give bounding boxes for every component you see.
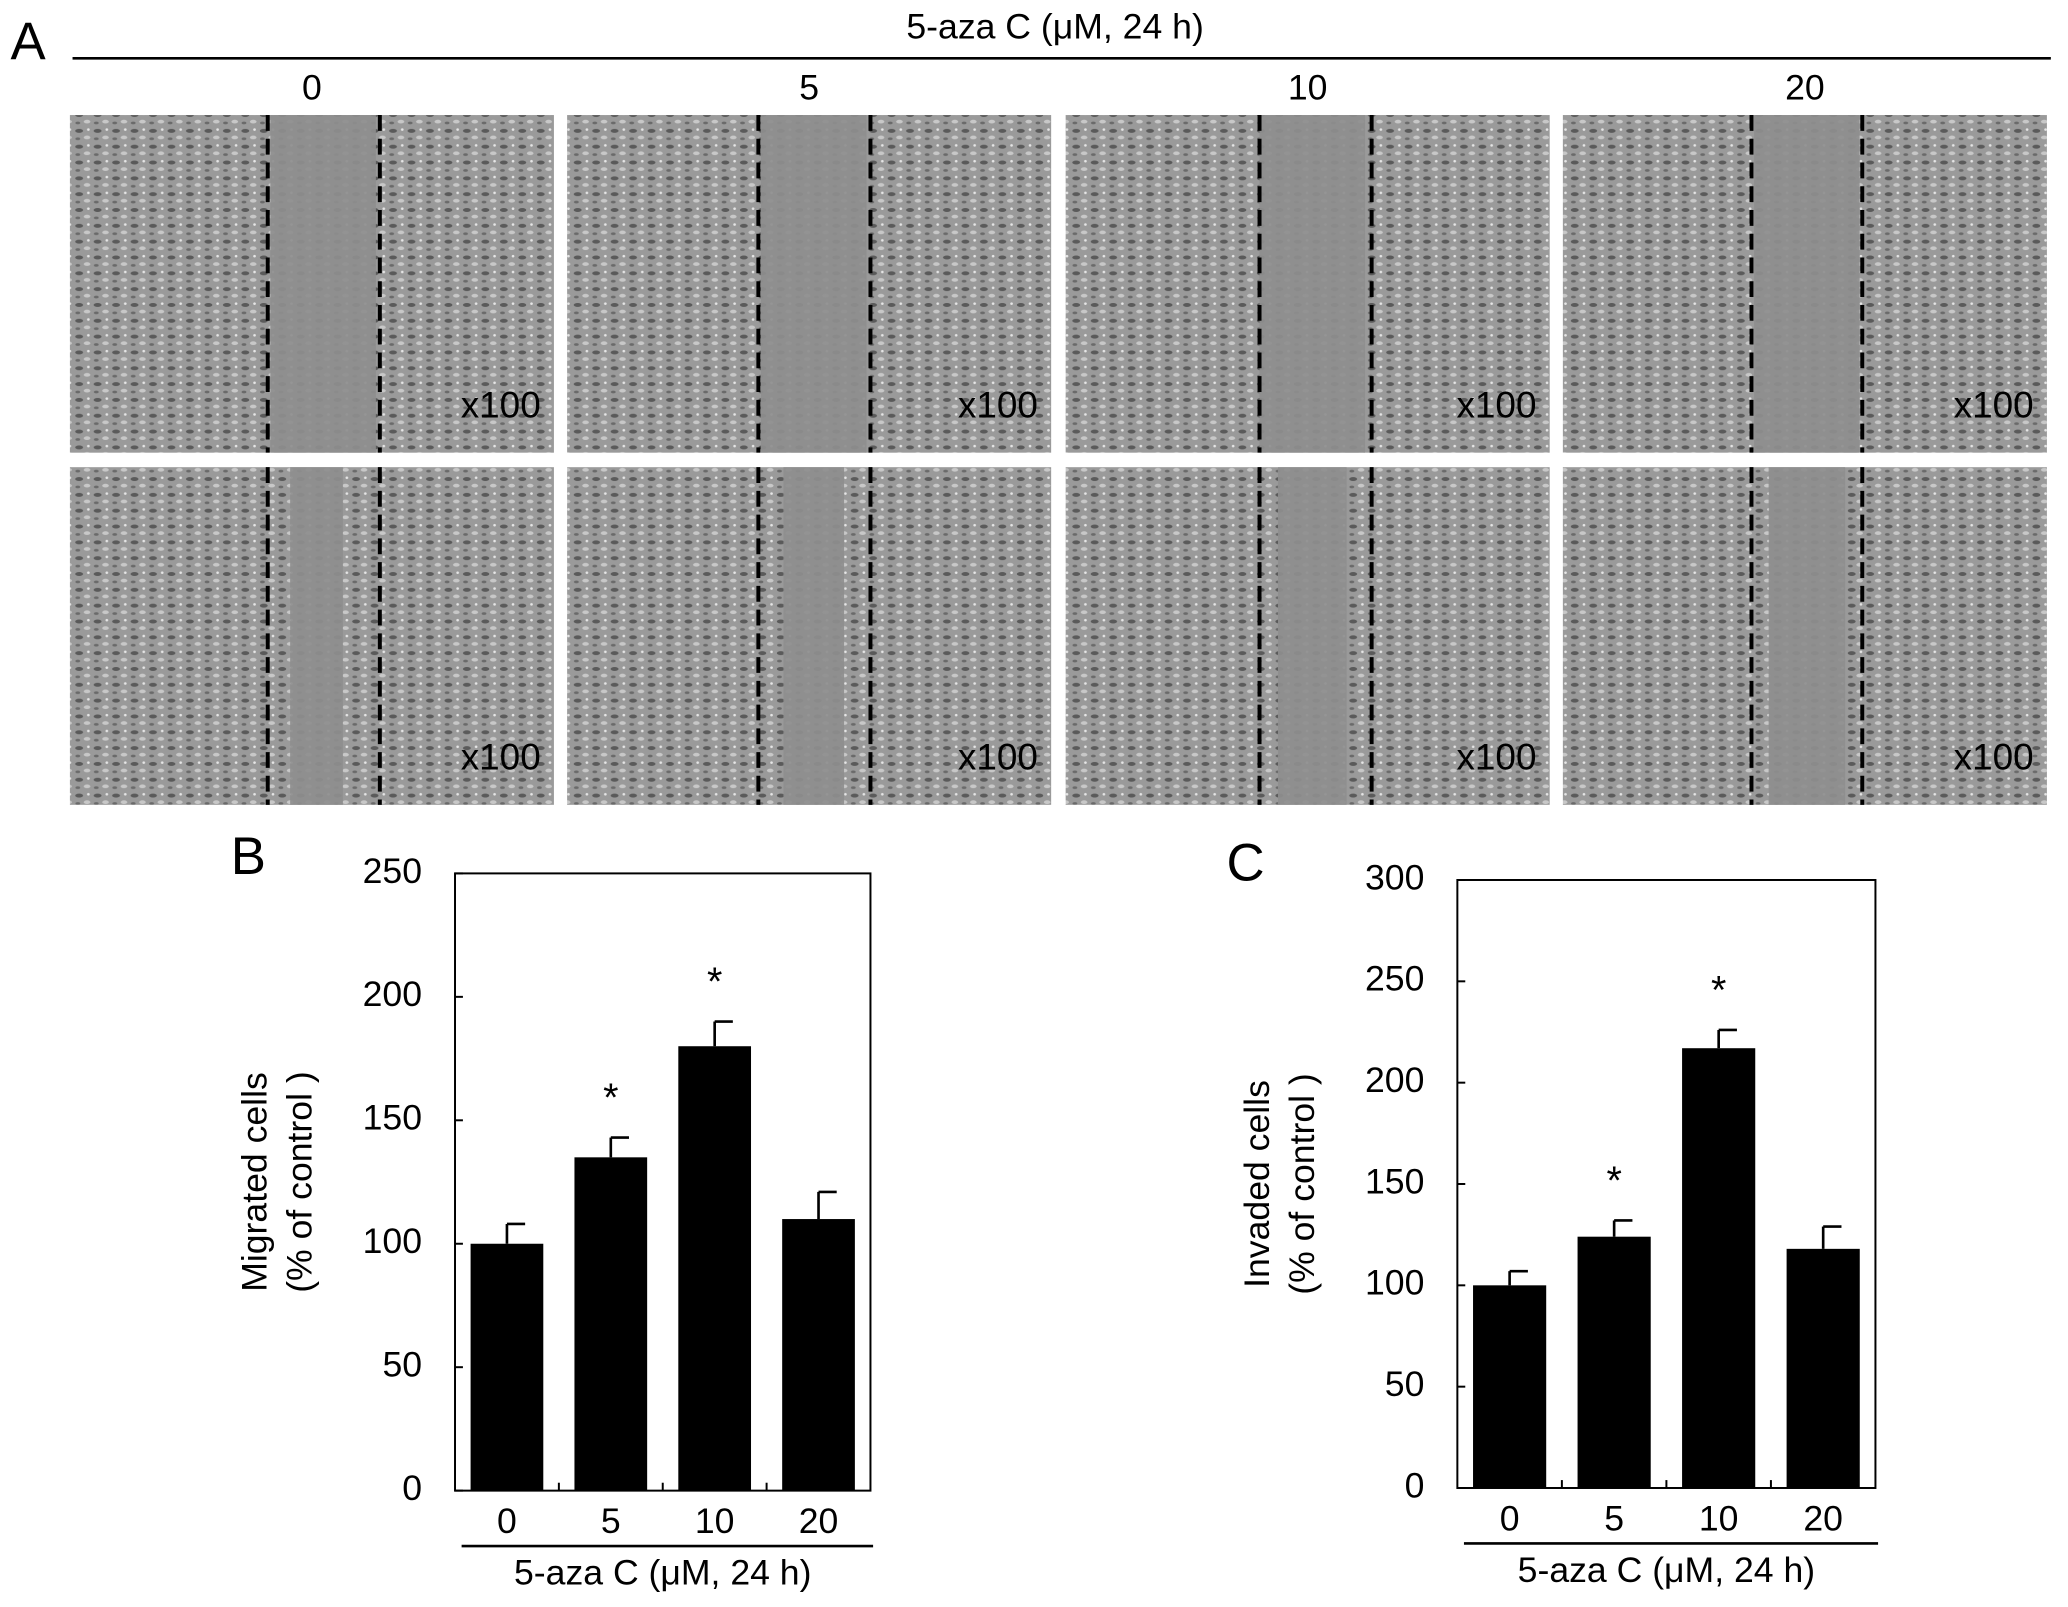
y-axis-label: (% of control ): [279, 1071, 319, 1293]
y-axis-label: (% of control ): [1282, 1073, 1322, 1295]
magnification: x100: [1954, 737, 2034, 778]
magnification: x100: [958, 737, 1038, 778]
significance-mark: *: [1711, 968, 1726, 1012]
scratch-gap: [1768, 467, 1846, 805]
bar: [782, 1219, 855, 1491]
x-tick-label: 10: [1699, 1498, 1739, 1538]
y-tick-label: 150: [1365, 1161, 1424, 1201]
column-label: 20: [1785, 67, 1825, 107]
y-tick-label: 200: [1365, 1060, 1424, 1100]
scratch-gap: [783, 467, 845, 805]
y-tick-label: 50: [1385, 1364, 1425, 1404]
panel-label: C: [1227, 834, 1265, 893]
x-tick-label: 10: [695, 1501, 735, 1541]
y-tick-label: 50: [382, 1345, 422, 1385]
x-tick-label: 5: [601, 1501, 621, 1541]
y-tick-label: 200: [363, 974, 422, 1014]
scratch-gap: [270, 115, 376, 453]
scratch-gap: [290, 467, 343, 805]
significance-mark: *: [603, 1076, 618, 1120]
y-tick-label: 150: [363, 1098, 422, 1138]
magnification: x100: [1456, 385, 1536, 426]
bar: [1786, 1248, 1860, 1488]
magnification: x100: [1456, 737, 1536, 778]
scratch-gap: [1754, 115, 1860, 453]
y-tick-label: 0: [402, 1468, 422, 1508]
y-tick-label: 250: [363, 851, 422, 891]
magnification: x100: [1954, 385, 2034, 426]
y-axis-label: Invaded cells: [1237, 1080, 1277, 1288]
scratch-gap: [1259, 115, 1366, 453]
column-label: 0: [302, 67, 322, 107]
magnification: x100: [461, 385, 541, 426]
bar: [1577, 1236, 1651, 1488]
significance-mark: *: [1606, 1159, 1621, 1203]
column-label: 5: [799, 67, 819, 107]
x-tick-label: 20: [799, 1501, 839, 1541]
bar: [1473, 1285, 1547, 1488]
significance-mark: *: [707, 960, 722, 1004]
x-tick-label: 0: [1500, 1498, 1520, 1538]
bar: [678, 1046, 752, 1491]
panel-label: A: [11, 12, 47, 71]
bar: [574, 1157, 648, 1491]
magnification: x100: [958, 385, 1038, 426]
scratch-gap: [1277, 467, 1347, 805]
x-axis-label: 5-aza C (μM, 24 h): [514, 1552, 811, 1592]
bar: [470, 1243, 544, 1491]
x-tick-label: 5: [1604, 1498, 1624, 1538]
x-tick-label: 20: [1803, 1498, 1843, 1538]
x-tick-label: 0: [497, 1501, 517, 1541]
y-tick-label: 100: [1365, 1263, 1424, 1303]
panel-title: 5-aza C (μM, 24 h): [906, 7, 1203, 47]
y-tick-label: 300: [1365, 857, 1424, 897]
y-tick-label: 250: [1365, 959, 1424, 999]
y-tick-label: 100: [363, 1221, 422, 1261]
column-label: 10: [1288, 67, 1328, 107]
magnification: x100: [461, 737, 541, 778]
bar: [1682, 1048, 1756, 1488]
scratch-gap: [760, 115, 867, 453]
y-axis-label: Migrated cells: [235, 1072, 275, 1292]
x-axis-label: 5-aza C (μM, 24 h): [1518, 1550, 1815, 1590]
micrographs: x100 x100 x100 x100 x100 x100 x100 x100: [69, 115, 2047, 805]
panel-label: B: [231, 827, 266, 886]
y-tick-label: 0: [1405, 1465, 1425, 1505]
